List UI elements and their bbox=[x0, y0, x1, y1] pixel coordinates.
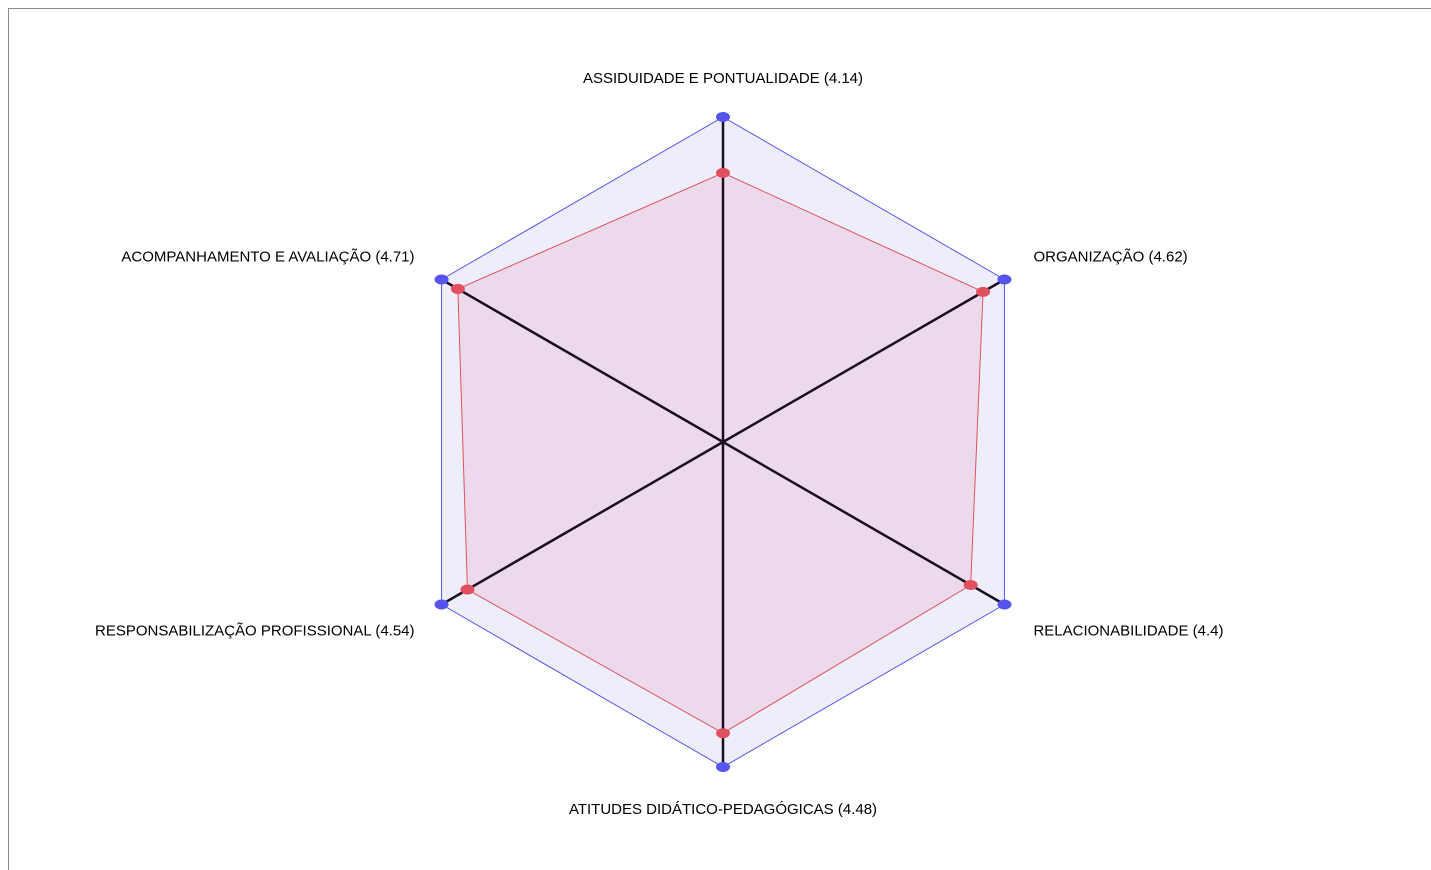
point bbox=[997, 599, 1012, 610]
points bbox=[434, 112, 1012, 772]
point bbox=[976, 286, 991, 297]
point bbox=[434, 599, 449, 610]
point bbox=[716, 762, 730, 772]
point bbox=[716, 728, 730, 739]
point bbox=[434, 274, 449, 285]
axis-label: ACOMPANHAMENTO E AVALIAÇÃO (4.71) bbox=[121, 248, 414, 265]
axis-label: ORGANIZAÇÃO (4.62) bbox=[1033, 248, 1187, 265]
axis-label: ASSIDUIDADE E PONTUALIDADE (4.14) bbox=[583, 70, 863, 87]
axes bbox=[440, 117, 1006, 767]
axis-label: ATITUDES DIDÁTICO-PEDAGÓGICAS (4.48) bbox=[569, 801, 877, 818]
axis-line bbox=[440, 440, 724, 606]
point bbox=[997, 274, 1012, 285]
axis-line bbox=[440, 278, 724, 444]
axis-label: RESPONSABILIZAÇÃO PROFISSIONAL (4.54) bbox=[95, 622, 415, 639]
axis-line bbox=[722, 278, 1006, 444]
axis-label: RELACIONABILIDADE (4.4) bbox=[1033, 622, 1223, 639]
point bbox=[450, 283, 465, 294]
point bbox=[716, 167, 730, 178]
labels: ASSIDUIDADE E PONTUALIDADE (4.14) ORGANIZ… bbox=[95, 70, 1224, 818]
point bbox=[460, 584, 475, 595]
point bbox=[716, 112, 730, 122]
point bbox=[963, 580, 978, 590]
axis-line bbox=[722, 440, 1006, 606]
